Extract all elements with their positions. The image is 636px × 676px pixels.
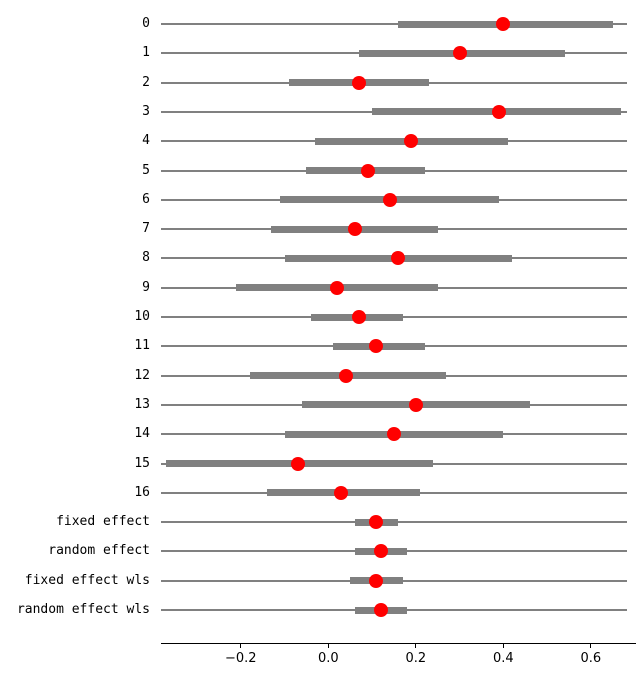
row-label: 3 — [142, 103, 150, 119]
row-estimate-dot — [373, 544, 388, 559]
row-label: 14 — [134, 426, 150, 442]
row-estimate-dot — [369, 515, 384, 530]
x-tick — [590, 643, 592, 648]
row-estimate-dot — [334, 485, 349, 500]
row-estimate-dot — [404, 134, 419, 149]
row-estimate-dot — [351, 310, 366, 324]
row-label: 16 — [134, 484, 150, 500]
row-estimate-dot — [330, 280, 345, 295]
row-estimate-dot — [391, 251, 406, 266]
row-estimate-dot — [347, 222, 362, 237]
x-tick-label: 0.2 — [405, 650, 427, 666]
row-estimate-dot — [408, 397, 423, 412]
row-label: 2 — [142, 74, 150, 90]
row-estimate-dot — [382, 192, 397, 207]
row-label: 5 — [142, 162, 150, 178]
row-estimate-dot — [373, 603, 388, 617]
row-label: 7 — [142, 221, 150, 237]
row-label: 4 — [142, 133, 150, 149]
row-label: 11 — [134, 338, 150, 354]
x-tick — [240, 643, 242, 648]
row-label: random effect wls — [16, 602, 150, 617]
row-label: 6 — [142, 191, 150, 207]
row-label: 12 — [134, 367, 150, 383]
row-label: 0 — [142, 16, 150, 31]
x-tick — [415, 643, 417, 648]
row-label: 10 — [134, 309, 150, 324]
row-label: fixed effect wls — [24, 572, 150, 588]
row-estimate-dot — [290, 456, 305, 471]
row-label: 1 — [142, 45, 150, 61]
x-tick-label: 0.4 — [492, 650, 514, 666]
row-estimate-dot — [360, 163, 375, 178]
x-tick-label: 0.6 — [580, 650, 602, 666]
row-label: 8 — [142, 250, 150, 266]
row-estimate-dot — [491, 104, 506, 119]
x-tick — [327, 643, 329, 648]
x-tick-label: −0.2 — [225, 650, 257, 666]
row-label: 9 — [142, 279, 150, 295]
row-label: 15 — [134, 455, 150, 471]
row-estimate-dot — [369, 573, 384, 588]
x-tick — [502, 643, 504, 648]
x-tick-label: 0.0 — [317, 650, 339, 666]
row-estimate-dot — [386, 427, 401, 442]
row-label: fixed effect — [56, 514, 150, 530]
row-label: 13 — [134, 396, 150, 412]
row-estimate-dot — [338, 368, 353, 383]
row-estimate-dot — [452, 46, 467, 61]
row-line — [160, 23, 628, 25]
row-label: random effect — [48, 543, 150, 559]
x-axis-line — [161, 642, 636, 644]
row-estimate-dot — [496, 17, 511, 31]
row-estimate-dot — [369, 339, 384, 354]
row-estimate-dot — [351, 75, 366, 90]
